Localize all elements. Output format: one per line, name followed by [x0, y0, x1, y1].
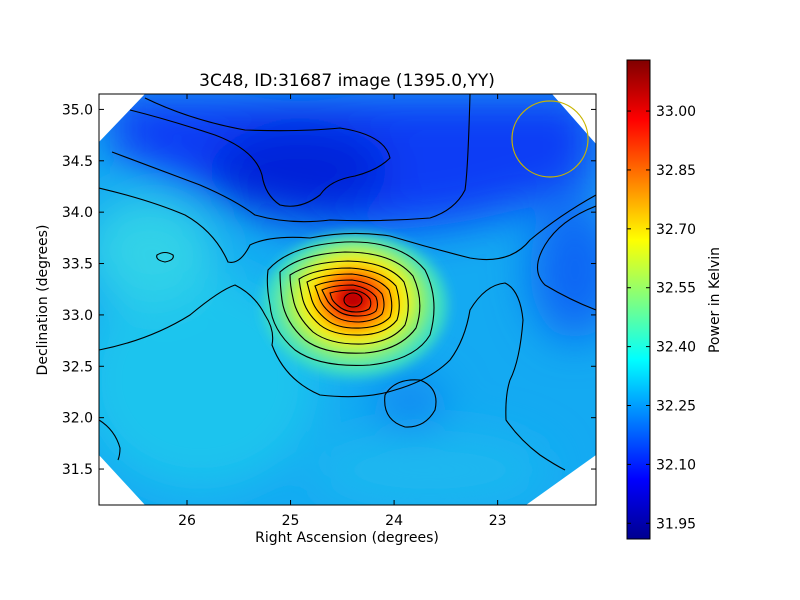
- y-tick-label: 32.5: [62, 359, 93, 375]
- x-axis-label: Right Ascension (degrees): [255, 530, 439, 546]
- contour-source-7: [321, 284, 379, 317]
- colorbar-tick-label: 32.10: [656, 457, 696, 473]
- contour-source-8: [329, 289, 372, 313]
- x-tick-label: 23: [489, 513, 507, 529]
- colorbar-tick-label: 33.00: [656, 104, 696, 120]
- contour-source-5: [306, 273, 393, 329]
- y-tick-label: 34.5: [62, 154, 93, 170]
- contour-source-core: [343, 292, 363, 308]
- contour-top-1: [129, 97, 391, 207]
- x-axis-ticks: 26 25 24 23: [178, 94, 507, 529]
- y-tick-label: 31.5: [62, 462, 93, 478]
- colorbar-tick-label: 31.95: [656, 516, 696, 532]
- contour-source-6: [314, 279, 385, 323]
- colorbar-tick-label: 32.55: [656, 281, 696, 297]
- contour-bottom-left: [99, 419, 121, 461]
- contour-source-4: [298, 267, 400, 336]
- contour-top-2: [111, 94, 471, 223]
- contour-lines: [99, 94, 596, 471]
- colorbar-tick-label: 32.25: [656, 399, 696, 415]
- x-tick-label: 24: [385, 513, 403, 529]
- plot-frame: [98, 93, 597, 506]
- contour-source-3: [289, 260, 409, 345]
- y-tick-label: 33.5: [62, 257, 93, 273]
- colorbar-gradient: [626, 59, 651, 540]
- heatmap-field: [99, 94, 596, 505]
- contour-left-small: [156, 251, 174, 263]
- contour-low: [384, 379, 437, 428]
- colorbar-tick-label: 32.40: [656, 340, 696, 356]
- y-axis-label: Declination (degrees): [35, 225, 51, 376]
- colorbar-tick-label: 32.70: [656, 222, 696, 238]
- y-tick-label: 35.0: [62, 102, 93, 118]
- contour-top-3: [99, 187, 596, 263]
- colorbar-ticks: 31.95 32.10 32.25 32.40 32.55 32.70 32.85 33.00: [627, 104, 696, 532]
- contour-mid: [99, 282, 566, 471]
- y-tick-label: 32.0: [62, 411, 93, 427]
- heatmap-plot-area: [99, 94, 596, 505]
- beam-marker-circle: [511, 100, 589, 178]
- x-tick-label: 26: [178, 513, 196, 529]
- colorbar-tick-label: 32.85: [656, 163, 696, 179]
- chart-title: 3C48, ID:31687 image (1395.0,YY): [199, 71, 495, 91]
- contour-source-2: [279, 251, 421, 354]
- colorbar: 31.95 32.10 32.25 32.40 32.55 32.70 32.85 33.00…: [626, 59, 723, 540]
- y-axis-ticks: 31.5 32.0 32.5 33.0 33.5 34.0 34.5 35.0: [62, 102, 596, 478]
- y-tick-label: 33.0: [62, 308, 93, 324]
- x-tick-label: 25: [282, 513, 300, 529]
- contour-source-1: [266, 241, 435, 366]
- colorbar-label: Power in Kelvin: [707, 247, 723, 353]
- y-tick-label: 34.0: [62, 205, 93, 221]
- contour-right: [536, 205, 596, 311]
